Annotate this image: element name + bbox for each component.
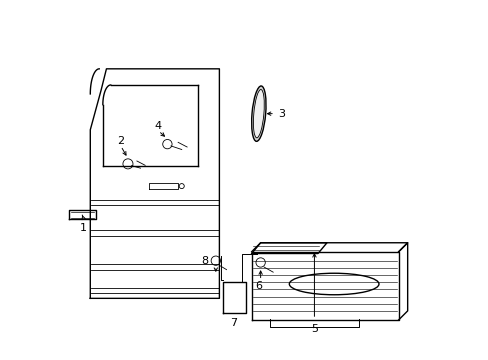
Text: 3: 3 (278, 109, 285, 119)
Text: 2: 2 (117, 136, 124, 146)
Text: 6: 6 (255, 281, 262, 291)
Ellipse shape (251, 86, 265, 141)
Text: 5: 5 (310, 324, 317, 334)
Text: 1: 1 (80, 224, 86, 233)
Ellipse shape (253, 90, 264, 138)
Text: 7: 7 (230, 319, 237, 328)
Text: 8: 8 (201, 256, 208, 266)
Text: 4: 4 (155, 121, 162, 131)
